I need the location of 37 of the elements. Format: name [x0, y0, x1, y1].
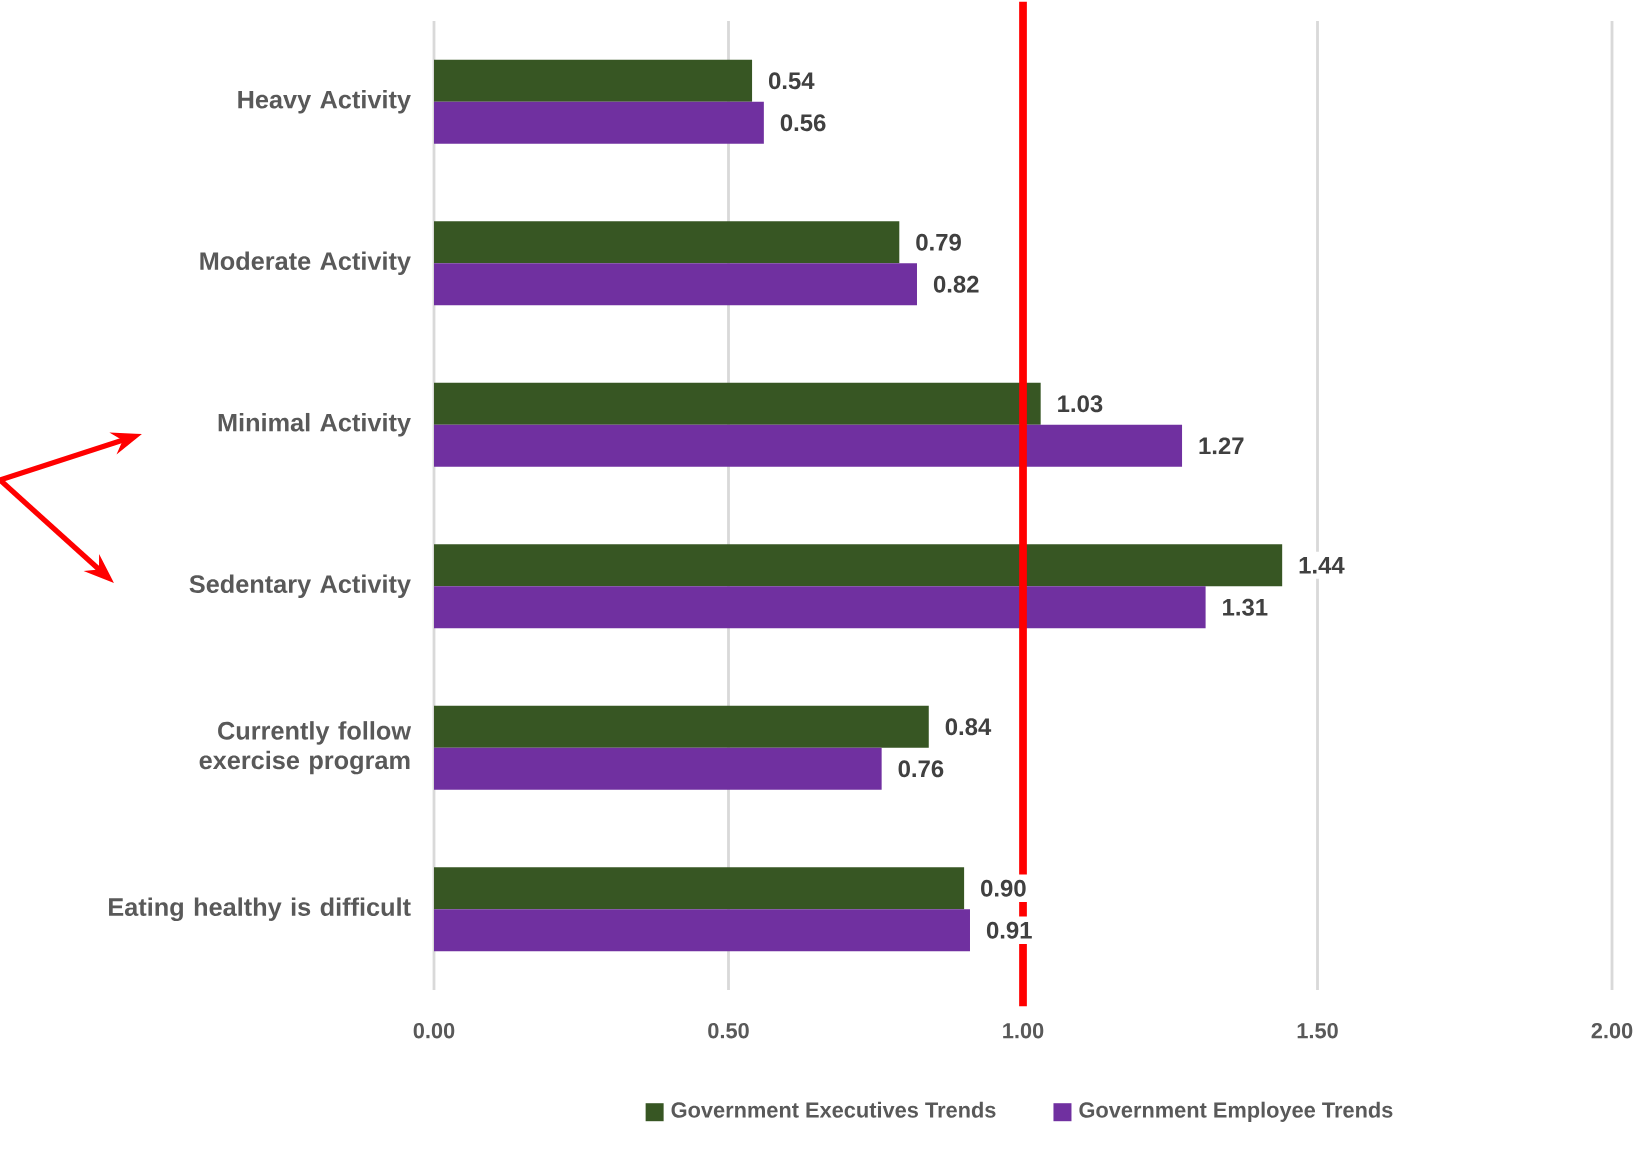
y-tick-label: Eating healthy is difficult [109, 897, 411, 922]
data-label: 1.44 [1299, 557, 1345, 574]
x-tick-label: 1.00 [1003, 1022, 1044, 1039]
bar [434, 221, 900, 264]
data-label: 0.76 [898, 760, 944, 778]
y-tick-label: Heavy Activity [238, 89, 411, 114]
data-label: 1.27 [1199, 437, 1244, 455]
legend-label: Government Executives Trends [671, 1101, 996, 1118]
y-tick-label: Moderate Activity [200, 251, 411, 276]
legend-label: Government Employee Trends [1079, 1101, 1393, 1122]
data-label: 0.79 [916, 233, 961, 251]
data-label: 1.31 [1223, 598, 1268, 616]
data-label: 0.56 [780, 114, 826, 132]
bar [434, 263, 917, 306]
x-tick-label: 1.50 [1297, 1022, 1338, 1039]
bar [434, 909, 970, 952]
data-label: 0.54 [768, 72, 815, 90]
bar [434, 867, 965, 910]
x-tick-label: 0.00 [413, 1022, 455, 1039]
bar [434, 544, 1283, 587]
data-label: 1.03 [1058, 395, 1103, 413]
bar [434, 586, 1206, 629]
data-label: 0.82 [933, 275, 979, 293]
y-tick-label: Currently follow exercise program [199, 721, 412, 775]
data-label: 0.91 [986, 921, 1032, 939]
y-tick-label: Minimal Activity [218, 412, 411, 437]
bar [434, 59, 753, 102]
data-label: 0.90 [981, 879, 1026, 897]
bar [434, 382, 1041, 425]
bar [434, 705, 929, 748]
bar [434, 424, 1183, 467]
x-tick-label: 2.00 [1591, 1022, 1633, 1039]
bar [434, 747, 882, 790]
y-tick-label: Sedentary Activity [189, 574, 411, 599]
bar [434, 101, 764, 144]
x-tick-label: 0.50 [708, 1022, 749, 1039]
data-label: 0.84 [945, 718, 992, 736]
